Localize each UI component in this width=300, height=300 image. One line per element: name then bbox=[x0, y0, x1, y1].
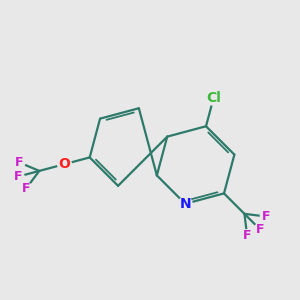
Text: F: F bbox=[256, 223, 264, 236]
Circle shape bbox=[241, 230, 253, 242]
Circle shape bbox=[207, 92, 220, 105]
Text: F: F bbox=[243, 229, 251, 242]
Text: F: F bbox=[22, 182, 30, 195]
Circle shape bbox=[254, 224, 266, 236]
Text: F: F bbox=[15, 156, 23, 169]
Text: Cl: Cl bbox=[206, 91, 221, 105]
Text: F: F bbox=[262, 210, 271, 223]
Circle shape bbox=[58, 157, 71, 171]
Circle shape bbox=[13, 156, 25, 168]
Circle shape bbox=[260, 211, 272, 223]
Text: N: N bbox=[179, 197, 191, 211]
Text: O: O bbox=[58, 157, 70, 171]
Circle shape bbox=[12, 171, 24, 183]
Text: F: F bbox=[14, 170, 22, 183]
Circle shape bbox=[20, 182, 32, 195]
Circle shape bbox=[178, 197, 192, 211]
